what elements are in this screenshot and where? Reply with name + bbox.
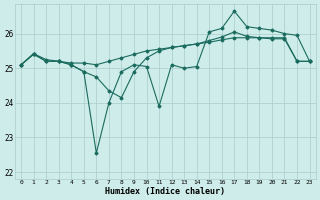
X-axis label: Humidex (Indice chaleur): Humidex (Indice chaleur) bbox=[105, 187, 225, 196]
